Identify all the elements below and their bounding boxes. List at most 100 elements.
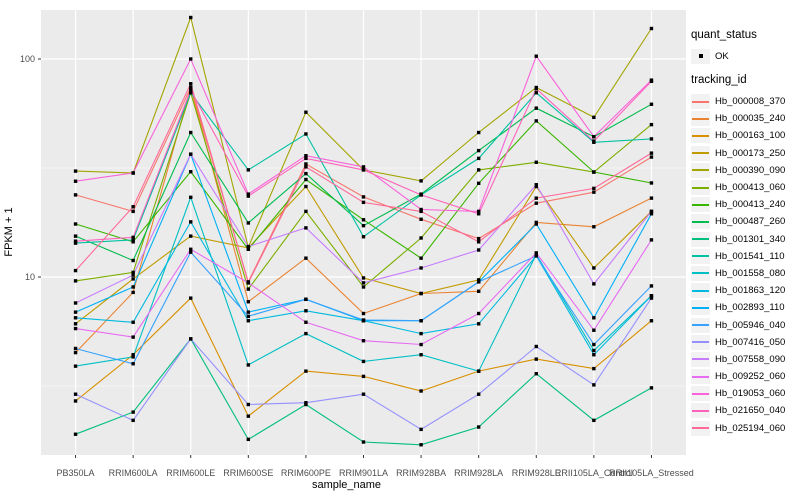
data-point bbox=[304, 156, 308, 161]
data-point bbox=[534, 91, 538, 95]
legend-item-label: Hb_001558_080 bbox=[715, 267, 786, 279]
data-point bbox=[131, 290, 135, 295]
data-point bbox=[361, 165, 366, 169]
data-point bbox=[246, 414, 251, 418]
legend-item: Hb_000487_260 bbox=[691, 213, 799, 230]
data-point bbox=[189, 247, 193, 251]
data-point bbox=[649, 294, 654, 298]
data-point bbox=[131, 320, 135, 324]
data-point bbox=[649, 196, 654, 200]
data-point bbox=[419, 266, 423, 270]
data-point bbox=[131, 205, 135, 209]
data-point bbox=[649, 79, 654, 84]
data-point bbox=[73, 179, 78, 183]
data-point bbox=[73, 364, 78, 368]
data-point bbox=[361, 311, 366, 316]
data-point bbox=[534, 357, 538, 361]
data-point bbox=[419, 443, 423, 447]
legend-item-label: Hb_000390_090 bbox=[715, 164, 786, 176]
data-point bbox=[73, 193, 78, 197]
data-point bbox=[419, 209, 423, 214]
data-point bbox=[304, 309, 308, 313]
data-point bbox=[246, 314, 251, 319]
legend-item-label: Hb_002893_110 bbox=[715, 302, 785, 314]
data-point bbox=[534, 344, 538, 349]
legend-item-label: Hb_009252_060 bbox=[715, 371, 786, 383]
data-point bbox=[304, 256, 308, 260]
legend-item-label: Hb_021650_040 bbox=[715, 405, 786, 417]
legend-item-label: Hb_001863_120 bbox=[715, 285, 786, 297]
data-point bbox=[304, 177, 308, 182]
data-point bbox=[304, 154, 308, 158]
legend-item-label: Hb_000035_240 bbox=[715, 113, 786, 125]
data-point bbox=[304, 110, 308, 114]
legend-item-label: Hb_000413_060 bbox=[715, 182, 786, 194]
data-point bbox=[592, 225, 596, 229]
legend-item: Hb_001863_120 bbox=[691, 282, 799, 299]
x-tick-label: RRII105LA_Stressed bbox=[609, 468, 694, 478]
data-point bbox=[534, 251, 538, 255]
data-point bbox=[476, 181, 481, 186]
legend-item: Hb_000413_060 bbox=[691, 179, 799, 196]
data-point bbox=[361, 168, 366, 172]
legend-quant-status-title: quant_status bbox=[691, 29, 757, 41]
data-point bbox=[304, 184, 308, 189]
data-point bbox=[246, 168, 251, 172]
data-point bbox=[361, 392, 366, 396]
legend-item-label: OK bbox=[715, 50, 729, 62]
data-point bbox=[361, 235, 366, 239]
data-point bbox=[476, 392, 481, 396]
y-axis-title: FPKM + 1 bbox=[3, 207, 15, 257]
data-point bbox=[649, 212, 654, 216]
data-point bbox=[189, 91, 193, 95]
legend-item: Hb_009252_060 bbox=[691, 368, 799, 385]
line-key-icon bbox=[691, 180, 710, 196]
x-axis-title: sample_name bbox=[311, 479, 382, 491]
data-point bbox=[419, 427, 423, 432]
data-point bbox=[592, 366, 596, 371]
legend-item: Hb_000163_100 bbox=[691, 127, 799, 144]
data-point bbox=[304, 297, 308, 302]
data-point bbox=[73, 346, 78, 351]
data-point bbox=[592, 135, 596, 139]
line-key-icon bbox=[691, 214, 710, 230]
data-point bbox=[73, 350, 78, 355]
data-point bbox=[361, 276, 366, 280]
data-point bbox=[649, 284, 654, 288]
data-point bbox=[361, 318, 366, 322]
legend-item-label: Hb_005946_040 bbox=[715, 319, 786, 331]
data-point bbox=[361, 359, 366, 364]
legend-item: Hb_001541_110 bbox=[691, 248, 799, 265]
data-point bbox=[131, 235, 135, 240]
x-tick-label: RRIM928LA bbox=[454, 468, 503, 478]
data-point bbox=[361, 200, 366, 205]
data-point bbox=[419, 319, 423, 323]
data-point bbox=[476, 156, 481, 161]
data-point bbox=[246, 319, 251, 323]
data-point bbox=[419, 342, 423, 347]
data-point bbox=[592, 139, 596, 143]
data-point bbox=[189, 85, 193, 90]
legend: quant_status OK tracking_id Hb_000008_37… bbox=[691, 29, 799, 437]
legend-item: Hb_000390_090 bbox=[691, 162, 799, 179]
data-point bbox=[131, 240, 135, 244]
line-key-icon bbox=[691, 300, 710, 316]
data-point bbox=[534, 183, 538, 187]
data-point bbox=[534, 106, 538, 110]
data-point bbox=[592, 266, 596, 270]
data-point bbox=[73, 169, 78, 173]
data-point bbox=[73, 432, 78, 436]
data-point bbox=[131, 209, 135, 214]
data-point bbox=[592, 115, 596, 120]
data-point bbox=[361, 339, 366, 343]
line-key-icon bbox=[691, 145, 710, 161]
data-point bbox=[649, 238, 654, 242]
line-key-icon bbox=[691, 162, 710, 178]
data-point bbox=[246, 194, 251, 198]
data-point bbox=[534, 119, 538, 123]
data-point bbox=[476, 248, 481, 252]
data-point bbox=[592, 348, 596, 353]
data-point bbox=[246, 363, 251, 367]
data-point bbox=[304, 171, 308, 176]
